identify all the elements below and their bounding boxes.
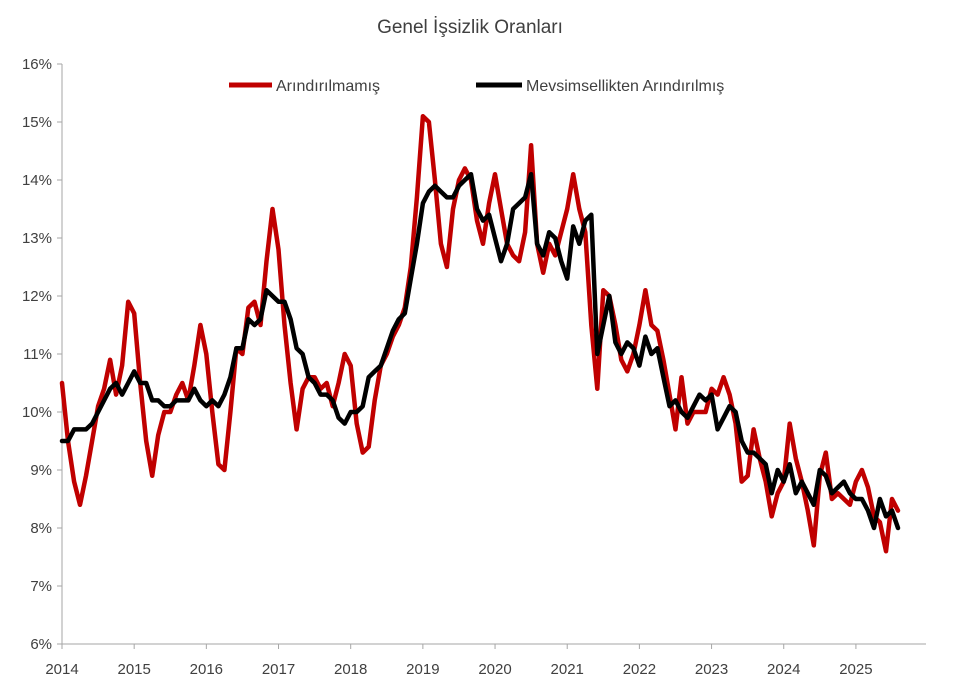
x-tick-label: 2018 <box>334 661 367 678</box>
chart-title: Genel İşsizlik Oranları <box>377 17 563 38</box>
legend: Arındırılmamış Mevsimsellikten Arındırıl… <box>229 78 724 95</box>
x-tick-label: 2014 <box>45 661 78 678</box>
x-axis: 2014 2015 2016 2017 2018 2019 2020 2021 2022 2023… <box>45 643 926 678</box>
x-tick-label: 2021 <box>551 661 584 678</box>
y-tick-label: 15% <box>22 114 52 131</box>
y-tick-label: 14% <box>22 172 52 189</box>
x-tick-label: 2025 <box>839 661 872 678</box>
y-tick-label: 7% <box>30 578 52 595</box>
x-tick-label: 2022 <box>623 661 656 678</box>
y-tick-label: 16% <box>22 56 52 73</box>
y-tick-label: 11% <box>23 346 52 363</box>
series-line-seasonally-adjusted <box>59 171 901 531</box>
x-tick-label: 2019 <box>406 661 439 678</box>
x-tick-label: 2016 <box>190 661 223 678</box>
x-tick-label: 2023 <box>695 661 728 678</box>
legend-label-seasonally-adjusted: Mevsimsellikten Arındırılmış <box>526 78 724 95</box>
x-tick-label: 2020 <box>478 661 511 678</box>
series-layer <box>59 113 901 554</box>
x-tick-label: 2024 <box>767 661 800 678</box>
series-line-unadjusted <box>59 113 901 554</box>
x-tick-label: 2015 <box>117 661 150 678</box>
y-tick-label: 6% <box>30 636 52 653</box>
legend-label-unadjusted: Arındırılmamış <box>276 78 380 95</box>
y-tick-label: 13% <box>22 230 52 247</box>
y-tick-label: 10% <box>22 404 52 421</box>
x-tick-label: 2017 <box>262 661 295 678</box>
y-tick-label: 8% <box>30 520 52 537</box>
y-axis: 6% 7% 8% 9% 10% 11% 12% 13% 14% 15% 16% <box>22 56 63 653</box>
y-tick-label: 12% <box>22 288 52 305</box>
y-tick-label: 9% <box>30 462 52 479</box>
